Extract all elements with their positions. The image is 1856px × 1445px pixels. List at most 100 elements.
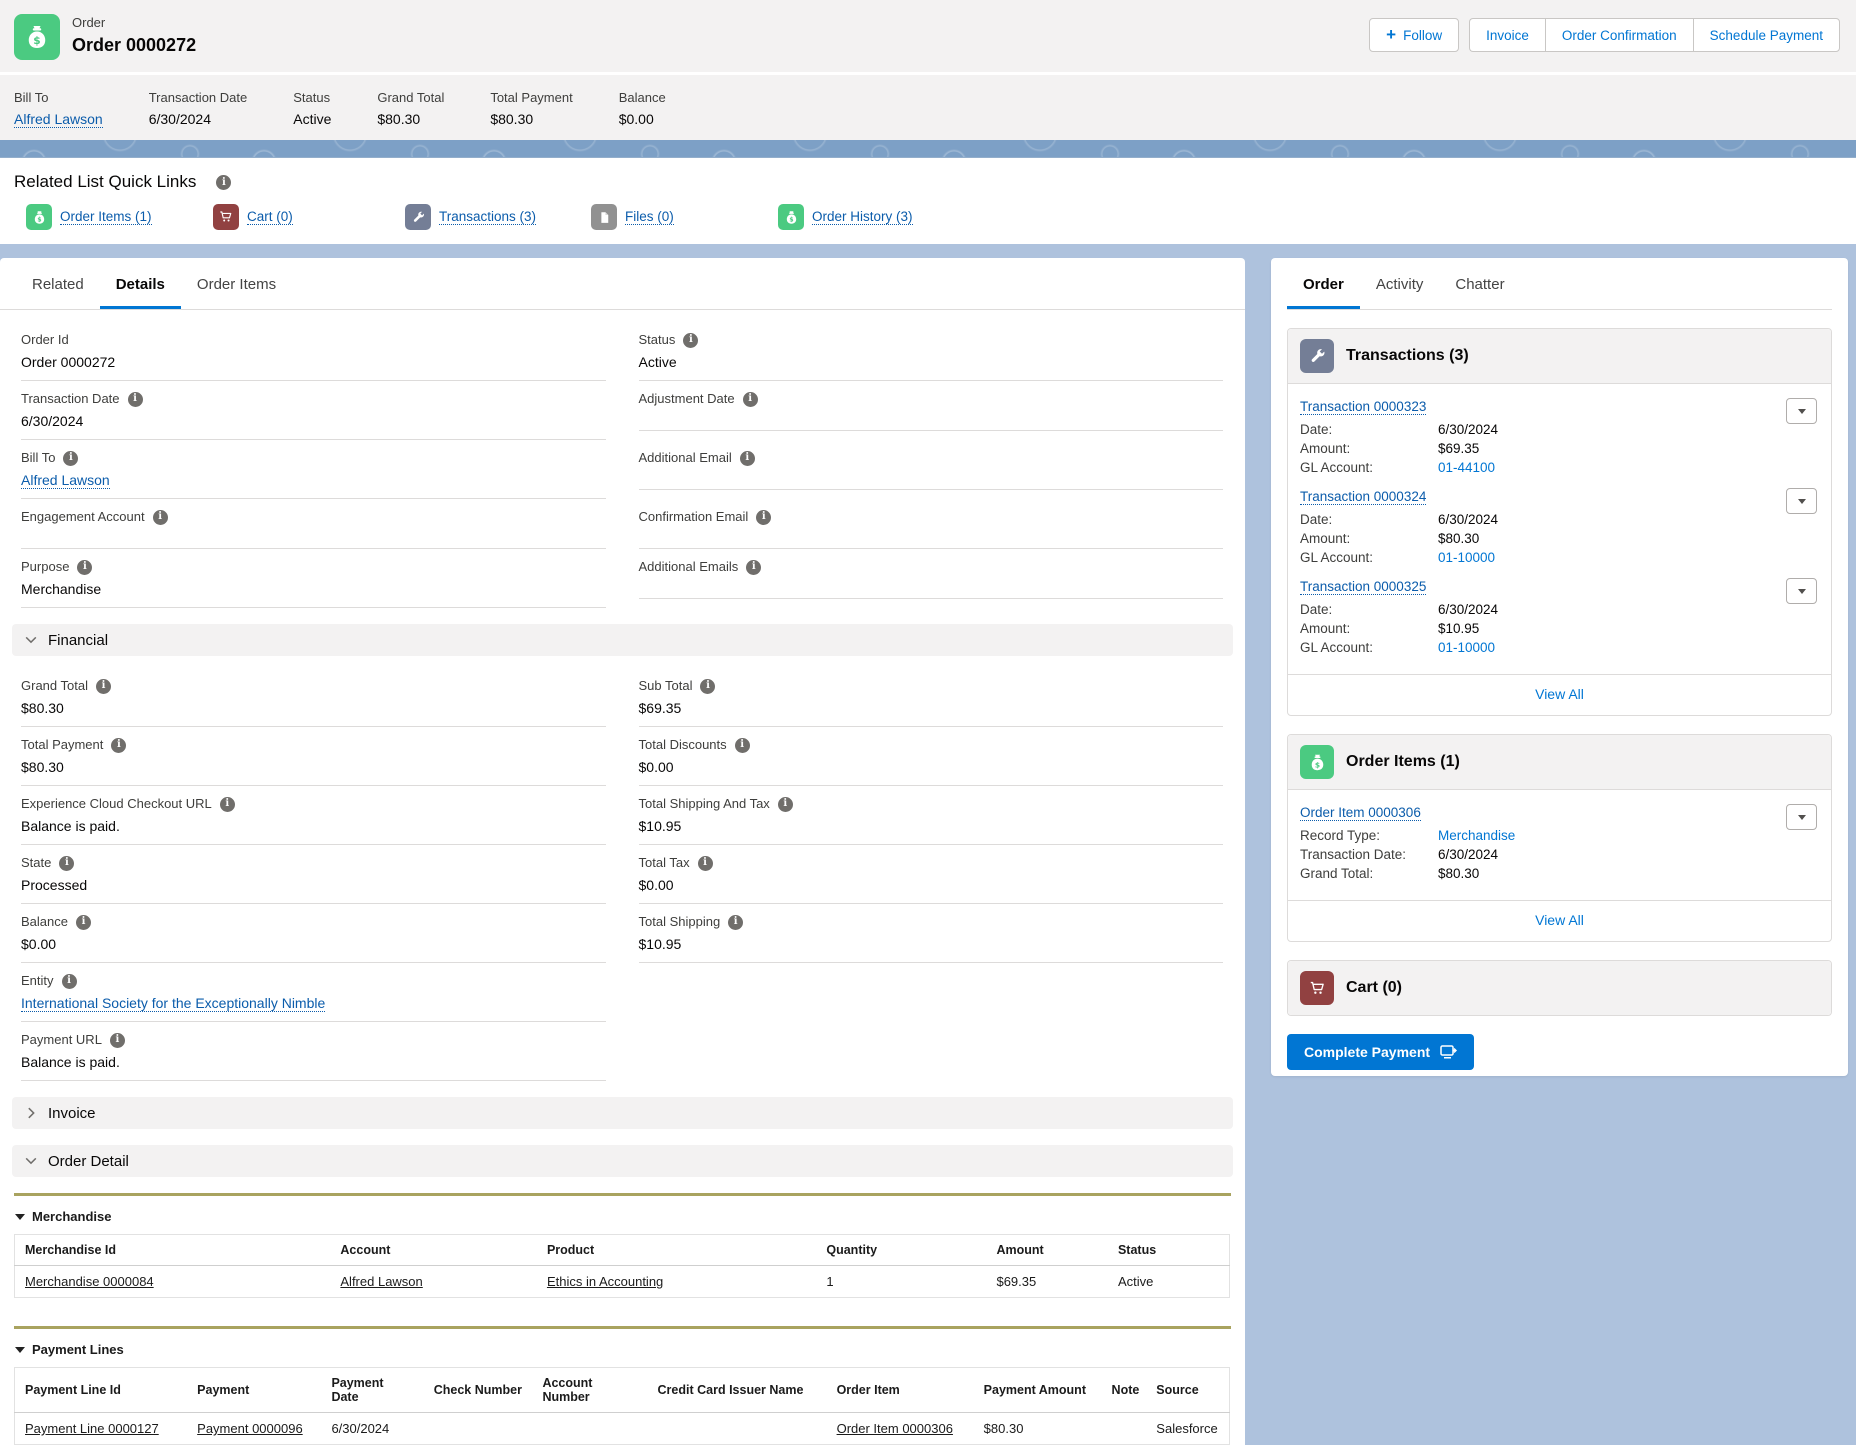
merchandise-id-link[interactable]: Merchandise 0000084	[25, 1274, 154, 1289]
schedule-payment-button[interactable]: Schedule Payment	[1693, 18, 1840, 52]
order-item-link[interactable]: Order Item 0000306	[1300, 805, 1421, 821]
row-actions-button[interactable]	[1786, 398, 1817, 424]
transaction-item: Transaction 0000323 Date:6/30/2024 Amoun…	[1300, 398, 1819, 488]
info-icon[interactable]	[77, 560, 92, 575]
row-actions-button[interactable]	[1786, 488, 1817, 514]
gl-account-link[interactable]: 01-10000	[1438, 640, 1819, 655]
field-additional-email: Additional Email	[639, 440, 1224, 499]
highlight-status: Status Active	[293, 89, 331, 128]
transaction-link[interactable]: Transaction 0000323	[1300, 399, 1426, 415]
payment-line-id-link[interactable]: Payment Line 0000127	[25, 1421, 159, 1436]
bill-to-link[interactable]: Alfred Lawson	[14, 111, 103, 128]
payment-lines-section-toggle[interactable]: Payment Lines	[15, 1342, 1245, 1357]
info-icon[interactable]	[746, 560, 761, 575]
payment-icon	[1440, 1045, 1457, 1059]
info-icon[interactable]	[778, 797, 793, 812]
transaction-link[interactable]: Transaction 0000325	[1300, 579, 1426, 595]
info-icon[interactable]	[111, 738, 126, 753]
highlight-total-payment: Total Payment $80.30	[490, 89, 572, 128]
info-icon[interactable]	[700, 679, 715, 694]
divider	[14, 1326, 1231, 1329]
product-link[interactable]: Ethics in Accounting	[547, 1274, 663, 1289]
view-all-link[interactable]: View All	[1535, 686, 1584, 702]
info-icon[interactable]	[728, 915, 743, 930]
info-icon[interactable]	[153, 510, 168, 525]
field-total-tax: Total Tax $0.00	[639, 845, 1224, 904]
entity-link[interactable]: International Society for the Exceptiona…	[21, 995, 325, 1012]
caret-down-icon	[1798, 815, 1806, 820]
order-items-card-title: Order Items (1)	[1346, 753, 1460, 771]
record-type-link[interactable]: Merchandise	[1438, 828, 1819, 843]
transaction-link[interactable]: Transaction 0000324	[1300, 489, 1426, 505]
chevron-down-icon	[24, 633, 38, 647]
tab-details[interactable]: Details	[100, 258, 181, 309]
sidebar-panel: Order Activity Chatter Transactions (3) …	[1271, 258, 1848, 1076]
info-icon[interactable]	[220, 797, 235, 812]
file-icon	[591, 204, 617, 230]
merchandise-section-toggle[interactable]: Merchandise	[15, 1209, 1245, 1224]
info-icon[interactable]	[698, 856, 713, 871]
quick-link-files: Files (0)	[591, 204, 674, 230]
transactions-card-header: Transactions (3)	[1288, 329, 1831, 383]
row-actions-button[interactable]	[1786, 578, 1817, 604]
field-state: State Processed	[21, 845, 606, 904]
field-bill-to: Bill To Alfred Lawson	[21, 440, 606, 499]
section-financial[interactable]: Financial	[12, 624, 1233, 656]
tab-activity[interactable]: Activity	[1360, 258, 1440, 309]
info-icon[interactable]	[128, 392, 143, 407]
plus-icon: +	[1386, 25, 1396, 45]
tab-order[interactable]: Order	[1287, 258, 1360, 309]
info-icon[interactable]	[740, 451, 755, 466]
bill-to-link[interactable]: Alfred Lawson	[21, 472, 110, 489]
chevron-right-icon	[24, 1106, 38, 1120]
info-icon[interactable]	[743, 392, 758, 407]
money-bag-icon: $	[26, 204, 52, 230]
col-check-number: Check Number	[424, 1368, 533, 1413]
col-amount: Amount	[986, 1235, 1108, 1266]
field-sub-total: Sub Total $69.35	[639, 668, 1224, 727]
info-icon[interactable]	[735, 738, 750, 753]
quick-link-cart: Cart (0)	[213, 204, 293, 230]
tab-related[interactable]: Related	[16, 258, 100, 309]
triangle-down-icon	[15, 1214, 25, 1220]
cart-card-title: Cart (0)	[1346, 979, 1402, 997]
order-items-card-footer: View All	[1288, 900, 1831, 941]
account-link[interactable]: Alfred Lawson	[340, 1274, 422, 1289]
info-icon[interactable]	[216, 175, 231, 190]
section-order-detail[interactable]: Order Detail	[12, 1145, 1233, 1177]
row-actions-button[interactable]	[1786, 804, 1817, 830]
invoice-button[interactable]: Invoice	[1469, 18, 1545, 52]
info-icon[interactable]	[110, 1033, 125, 1048]
tab-order-items[interactable]: Order Items	[181, 258, 292, 309]
field-total-payment: Total Payment $80.30	[21, 727, 606, 786]
info-icon[interactable]	[62, 974, 77, 989]
info-icon[interactable]	[63, 451, 78, 466]
section-invoice[interactable]: Invoice	[12, 1097, 1233, 1129]
info-icon[interactable]	[756, 510, 771, 525]
record-detail-panel: Related Details Order Items Order Id Ord…	[0, 258, 1245, 1445]
info-icon[interactable]	[96, 679, 111, 694]
view-all-link[interactable]: View All	[1535, 912, 1584, 928]
info-icon[interactable]	[59, 856, 74, 871]
cart-icon	[213, 204, 239, 230]
highlight-grand-total: Grand Total $80.30	[377, 89, 444, 128]
follow-button[interactable]: + Follow	[1369, 18, 1459, 52]
payment-link[interactable]: Payment 0000096	[197, 1421, 303, 1436]
field-total-discounts: Total Discounts $0.00	[639, 727, 1224, 786]
complete-payment-button[interactable]: Complete Payment	[1287, 1034, 1474, 1070]
gl-account-link[interactable]: 01-44100	[1438, 460, 1819, 475]
detail-tabs: Related Details Order Items	[0, 258, 1245, 310]
order-item-link[interactable]: Order Item 0000306	[837, 1421, 953, 1436]
transaction-item: Transaction 0000324 Date:6/30/2024 Amoun…	[1300, 488, 1819, 578]
page-header: $ Order Order 0000272 + Follow Invoice O…	[0, 0, 1856, 140]
order-record-icon: $	[14, 14, 60, 60]
wrench-icon	[405, 204, 431, 230]
field-purpose: Purpose Merchandise	[21, 549, 606, 608]
info-icon[interactable]	[76, 915, 91, 930]
field-payment-url: Payment URL Balance is paid.	[21, 1022, 606, 1081]
svg-text:$: $	[33, 34, 40, 47]
info-icon[interactable]	[683, 333, 698, 348]
gl-account-link[interactable]: 01-10000	[1438, 550, 1819, 565]
tab-chatter[interactable]: Chatter	[1439, 258, 1520, 309]
order-confirmation-button[interactable]: Order Confirmation	[1545, 18, 1693, 52]
